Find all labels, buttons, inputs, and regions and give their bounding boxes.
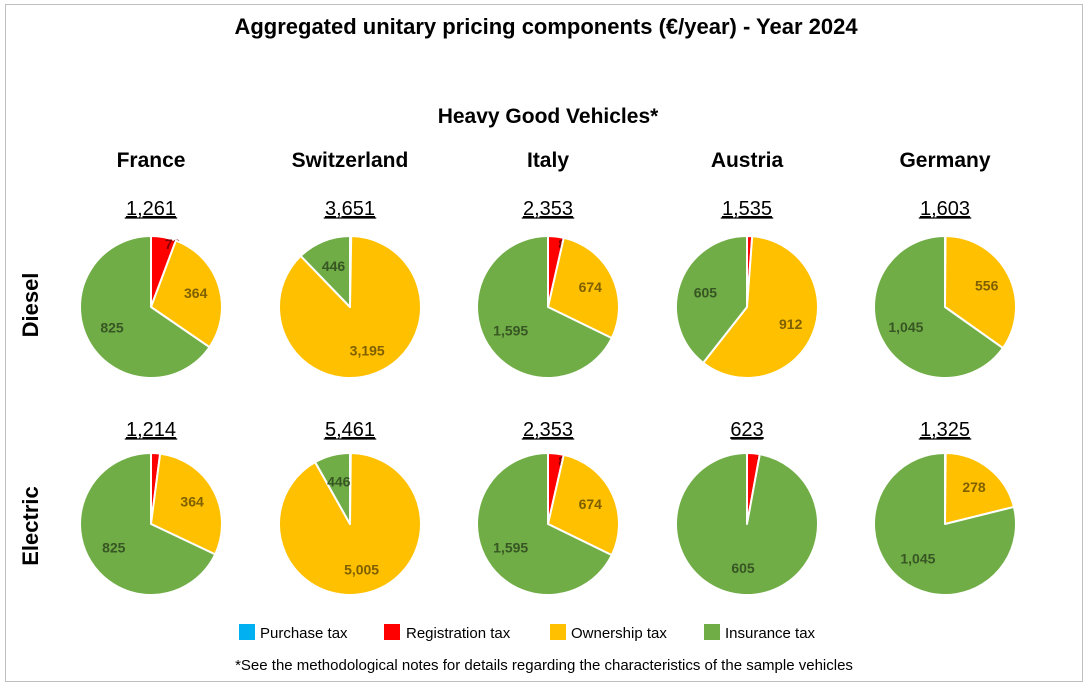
data-label-diesel-austria-insurance-tax: 605 [694, 285, 718, 301]
total-label-electric-france: 1,214 [126, 419, 176, 441]
pie-slice-electric-switzerland-insurance-tax [314, 452, 351, 525]
data-label-diesel-france-insurance-tax: 825 [100, 320, 124, 336]
data-label-diesel-italy-insurance-tax: 1,595 [493, 322, 528, 338]
pie-slice-diesel-switzerland-insurance-tax [299, 235, 351, 308]
legend-swatch-ownership-tax [550, 624, 566, 640]
data-label-diesel-switzerland-insurance-tax: 446 [322, 258, 346, 274]
legend-label-ownership-tax: Ownership tax [571, 625, 667, 642]
legend-swatch-purchase-tax [239, 624, 255, 640]
pie-slice-diesel-italy-insurance-tax [476, 235, 613, 379]
pie-slice-electric-germany-ownership-tax [944, 452, 1015, 525]
country-header-germany: Germany [899, 149, 990, 172]
chart-subtitle: Heavy Good Vehicles* [438, 105, 659, 128]
pie-slice-electric-italy-ownership-tax [547, 453, 620, 557]
data-label-electric-italy-insurance-tax: 1,595 [493, 539, 528, 555]
legend-swatch-insurance-tax [704, 624, 720, 640]
total-label-diesel-germany: 1,603 [920, 198, 970, 220]
data-label-diesel-austria-ownership-tax: 912 [779, 316, 803, 332]
data-label-diesel-france-ownership-tax: 364 [184, 285, 208, 301]
total-label-diesel-france: 1,261 [126, 198, 176, 220]
pie-slice-diesel-france-insurance-tax [79, 235, 211, 379]
total-label-electric-austria: 623 [730, 419, 763, 441]
footnote: *See the methodological notes for detail… [235, 657, 853, 674]
pie-slice-diesel-germany-ownership-tax [944, 235, 1017, 350]
data-label-diesel-germany-insurance-tax: 1,045 [888, 319, 923, 335]
legend-label-registration-tax: Registration tax [406, 625, 511, 642]
legend: Purchase tax Registration tax Ownership … [239, 624, 816, 642]
row-label-diesel: Diesel [18, 273, 43, 338]
data-label-electric-germany-insurance-tax: 1,045 [900, 551, 935, 567]
pie-slice-diesel-austria-insurance-tax [675, 235, 748, 364]
data-label-electric-switzerland-ownership-tax: 5,005 [344, 561, 379, 577]
pies-group: 1,261723648253,651103,1954462,353846741,… [79, 198, 1017, 596]
country-header-switzerland: Switzerland [292, 149, 409, 172]
data-label-electric-germany-ownership-tax: 278 [962, 479, 986, 495]
data-label-electric-austria-insurance-tax: 605 [731, 560, 755, 576]
legend-label-insurance-tax: Insurance tax [725, 625, 816, 642]
total-label-diesel-italy: 2,353 [523, 198, 573, 220]
pie-slice-electric-france-ownership-tax [150, 452, 223, 556]
data-label-electric-italy-ownership-tax: 674 [579, 496, 603, 512]
data-label-electric-switzerland-insurance-tax: 446 [327, 473, 351, 489]
legend-swatch-registration-tax [384, 624, 400, 640]
row-label-electric: Electric [18, 486, 43, 566]
chart-title: Aggregated unitary pricing components (€… [234, 14, 858, 39]
data-label-diesel-switzerland-ownership-tax: 3,195 [350, 343, 385, 359]
data-label-electric-france-insurance-tax: 825 [102, 540, 126, 556]
country-header-france: France [117, 149, 186, 172]
country-header-italy: Italy [527, 149, 569, 172]
data-label-electric-france-ownership-tax: 364 [180, 494, 204, 510]
total-label-electric-italy: 2,353 [523, 419, 573, 441]
total-label-diesel-switzerland: 3,651 [325, 198, 375, 220]
total-label-electric-switzerland: 5,461 [325, 419, 375, 441]
country-header-austria: Austria [711, 149, 784, 172]
pie-slice-electric-italy-insurance-tax [476, 452, 613, 596]
total-label-diesel-austria: 1,535 [722, 198, 772, 220]
pie-slice-electric-austria-insurance-tax [674, 452, 819, 596]
pie-slice-diesel-italy-ownership-tax [547, 236, 620, 340]
pie-slice-diesel-germany-insurance-tax [873, 235, 1004, 379]
pie-slice-electric-germany-insurance-tax [873, 452, 1017, 596]
pie-slice-electric-france-insurance-tax [79, 452, 217, 596]
data-label-diesel-italy-ownership-tax: 674 [579, 279, 603, 295]
pie-slice-diesel-france-ownership-tax [150, 239, 223, 349]
total-label-electric-germany: 1,325 [920, 419, 970, 441]
data-label-diesel-germany-ownership-tax: 556 [975, 278, 999, 294]
legend-label-purchase-tax: Purchase tax [260, 625, 348, 642]
pie-slice-diesel-austria-ownership-tax [702, 235, 819, 379]
